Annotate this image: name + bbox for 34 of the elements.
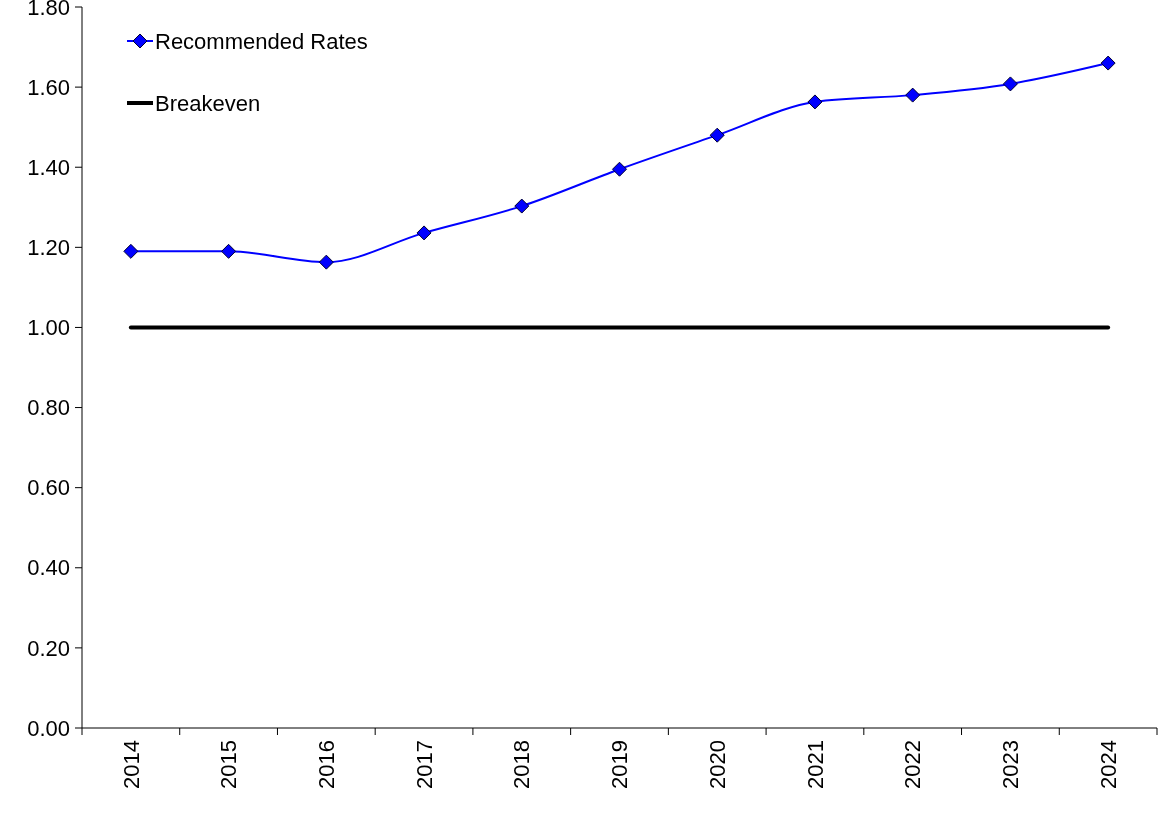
point bbox=[123, 243, 139, 259]
y-tick-label: 1.00 bbox=[27, 315, 70, 341]
legend-label: Recommended Rates bbox=[155, 28, 368, 54]
x-tick-label: 2014 bbox=[118, 740, 144, 789]
legend-label: Breakeven bbox=[155, 90, 261, 116]
point bbox=[1100, 55, 1116, 71]
point bbox=[514, 198, 530, 214]
x-tick-label: 2020 bbox=[704, 740, 730, 789]
y-tick-label: 1.60 bbox=[27, 74, 70, 100]
point bbox=[709, 127, 725, 143]
y-tick-label: 1.20 bbox=[27, 235, 70, 261]
point bbox=[416, 225, 432, 241]
x-tick-label: 2018 bbox=[509, 740, 535, 789]
y-tick-label: 0.80 bbox=[27, 395, 70, 421]
point bbox=[612, 161, 627, 177]
point bbox=[1002, 76, 1018, 92]
point bbox=[318, 254, 334, 270]
point bbox=[807, 94, 823, 110]
x-tick-label: 2015 bbox=[216, 740, 242, 789]
y-tick-label: 0.40 bbox=[27, 555, 70, 581]
x-tick-label: 2021 bbox=[802, 740, 828, 789]
x-tick-label: 2022 bbox=[900, 740, 926, 789]
x-tick-label: 2019 bbox=[607, 740, 633, 789]
point bbox=[221, 243, 237, 259]
x-tick-label: 2016 bbox=[314, 740, 340, 789]
y-tick-label: 1.80 bbox=[27, 0, 70, 20]
x-tick-label: 2024 bbox=[1095, 740, 1121, 789]
y-tick-label: 0.60 bbox=[27, 475, 70, 501]
y-tick-label: 0.20 bbox=[27, 635, 70, 661]
y-tick-label: 0.00 bbox=[27, 715, 70, 741]
x-tick-label: 2017 bbox=[411, 740, 437, 789]
y-tick-label: 1.40 bbox=[27, 154, 70, 180]
point bbox=[905, 87, 921, 103]
x-tick-label: 2023 bbox=[998, 740, 1024, 789]
